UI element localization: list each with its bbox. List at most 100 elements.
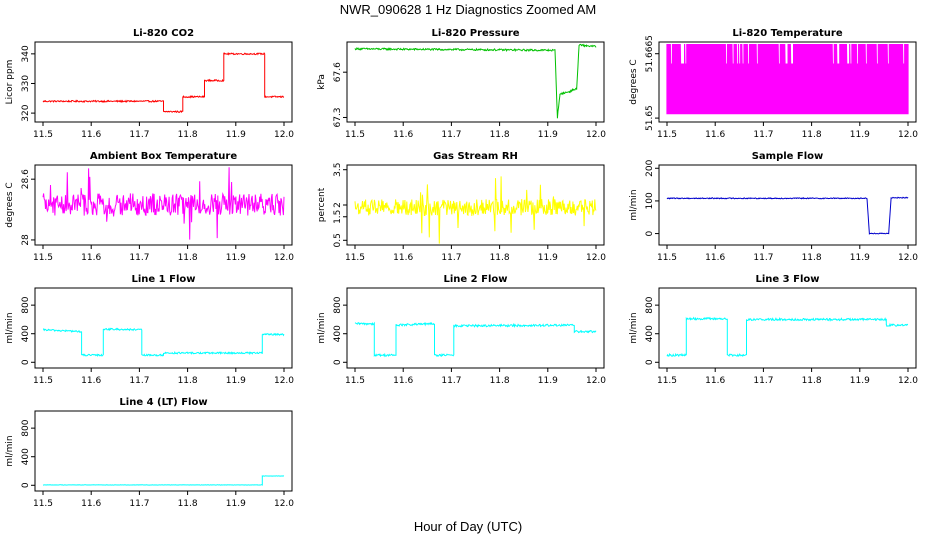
y-axis-label: ml/min (317, 312, 327, 343)
series-line-0 (42, 167, 285, 240)
panel-title: Sample Flow (752, 151, 824, 162)
panel-title: Line 2 Flow (444, 274, 508, 285)
panel-2: Li-820 Temperature 11.5 11.6 11.7 11.8 11.9 12… (629, 28, 918, 140)
plot-frame (658, 164, 917, 246)
x-tick-label: 11.5 (33, 253, 53, 263)
x-tick-label: 11.5 (345, 376, 365, 386)
x-tick-label: 11.9 (226, 253, 246, 263)
x-tick-label: 12.0 (274, 130, 294, 140)
x-tick-label: 11.6 (705, 130, 725, 140)
y-axis-label: degrees C (5, 182, 15, 227)
plot-frame (34, 410, 293, 492)
plot-frame (34, 287, 293, 369)
x-tick-label: 11.8 (178, 499, 198, 509)
x-tick-label: 11.9 (226, 376, 246, 386)
x-tick-label: 11.7 (129, 499, 149, 509)
y-tick-label: 3.5 (333, 163, 343, 177)
x-tick-label: 11.6 (81, 376, 101, 386)
x-tick-label: 11.7 (753, 130, 773, 140)
y-tick-label: 400 (333, 325, 343, 342)
x-tick-label: 12.0 (274, 499, 294, 509)
series-line-0 (666, 43, 909, 115)
panel-title: Gas Stream RH (433, 151, 518, 162)
y-tick-label: 67.3 (333, 107, 343, 127)
y-tick-label: 320 (21, 104, 31, 121)
y-tick-label: 51.6665 (645, 35, 655, 72)
series-line-0 (666, 316, 909, 358)
y-axis-label: ml/min (629, 189, 639, 220)
x-tick-label: 11.6 (705, 376, 725, 386)
x-tick-label: 11.8 (490, 253, 510, 263)
x-tick-label: 11.7 (129, 130, 149, 140)
x-tick-label: 11.9 (226, 130, 246, 140)
x-tick-label: 11.6 (705, 253, 725, 263)
y-tick-label: 0 (333, 359, 343, 365)
y-axis-label: Licor ppm (5, 60, 15, 105)
plot-frame (34, 164, 293, 246)
panel-title: Li-820 Temperature (732, 28, 842, 39)
x-tick-label: 11.9 (538, 130, 558, 140)
x-tick-label: 11.8 (178, 376, 198, 386)
series-line-0 (43, 327, 285, 358)
x-tick-label: 11.8 (490, 376, 510, 386)
x-tick-label: 11.6 (393, 253, 413, 263)
x-tick-label: 11.6 (393, 376, 413, 386)
y-tick-label: 0 (21, 359, 31, 365)
x-tick-label: 11.5 (657, 376, 677, 386)
panel-4: Gas Stream RH 11.5 11.6 11.7 11.8 11.9 12.0 0.5… (317, 151, 606, 263)
x-tick-label: 11.9 (538, 376, 558, 386)
x-tick-label: 11.8 (178, 130, 198, 140)
x-tick-label: 12.0 (898, 253, 918, 263)
y-tick-label: 0 (645, 230, 655, 236)
y-axis-label: degrees C (629, 59, 639, 104)
y-tick-label: 2 (333, 202, 343, 208)
y-tick-label: 28 (21, 234, 31, 246)
x-tick-label: 11.8 (178, 253, 198, 263)
y-tick-label: 100 (645, 192, 655, 209)
x-tick-label: 11.9 (226, 499, 246, 509)
series-line-0 (42, 51, 285, 114)
panel-title: Line 1 Flow (132, 274, 196, 285)
y-axis-label: ml/min (5, 435, 15, 466)
x-tick-label: 11.9 (850, 253, 870, 263)
y-tick-label: 400 (21, 325, 31, 342)
x-tick-label: 12.0 (586, 253, 606, 263)
panel-7: Line 2 Flow 11.5 11.6 11.7 11.8 11.9 12.0 0 400 8… (317, 274, 606, 386)
panel-title: Li-820 CO2 (133, 28, 194, 39)
panel-0: Li-820 CO2 11.5 11.6 11.7 11.8 11.9 12.0 320 330… (5, 28, 294, 140)
y-axis-label: percent (317, 187, 327, 222)
plot-frame (346, 41, 605, 123)
x-tick-label: 11.5 (657, 130, 677, 140)
y-tick-label: 800 (21, 419, 31, 436)
y-tick-label: 800 (333, 296, 343, 313)
panel-3: Ambient Box Temperature 11.5 11.6 11.7 11.8 1… (5, 151, 294, 263)
y-tick-label: 400 (21, 448, 31, 465)
x-tick-label: 11.8 (802, 253, 822, 263)
x-tick-label: 12.0 (586, 376, 606, 386)
y-tick-label: 800 (21, 296, 31, 313)
panel-1: Li-820 Pressure 11.5 11.6 11.7 11.8 11.9 12.0 6… (317, 28, 606, 140)
y-tick-label: 0 (21, 482, 31, 488)
x-tick-label: 11.7 (441, 253, 461, 263)
panel-9: Line 4 (LT) Flow 11.5 11.6 11.7 11.8 11.9 12.0… (5, 397, 294, 509)
x-tick-label: 12.0 (274, 376, 294, 386)
x-tick-label: 12.0 (274, 253, 294, 263)
x-tick-label: 11.7 (441, 376, 461, 386)
y-tick-label: 51.65 (645, 105, 655, 131)
plot-frame (658, 41, 917, 123)
y-axis-label: kPa (317, 74, 327, 90)
x-tick-label: 11.6 (393, 130, 413, 140)
plot-frame (34, 41, 293, 123)
x-tick-label: 11.5 (345, 253, 365, 263)
y-tick-label: 340 (21, 45, 31, 62)
y-tick-label: 1.5 (333, 210, 343, 224)
x-tick-label: 11.8 (802, 376, 822, 386)
x-tick-label: 11.7 (753, 253, 773, 263)
series-line-0 (666, 196, 909, 235)
panel-title: Ambient Box Temperature (90, 151, 237, 162)
x-tick-label: 11.7 (753, 376, 773, 386)
x-tick-label: 11.8 (490, 130, 510, 140)
x-tick-label: 11.9 (538, 253, 558, 263)
panel-6: Line 1 Flow 11.5 11.6 11.7 11.8 11.9 12.0 0 400 8… (5, 274, 294, 386)
y-tick-label: 28.6 (21, 169, 31, 189)
